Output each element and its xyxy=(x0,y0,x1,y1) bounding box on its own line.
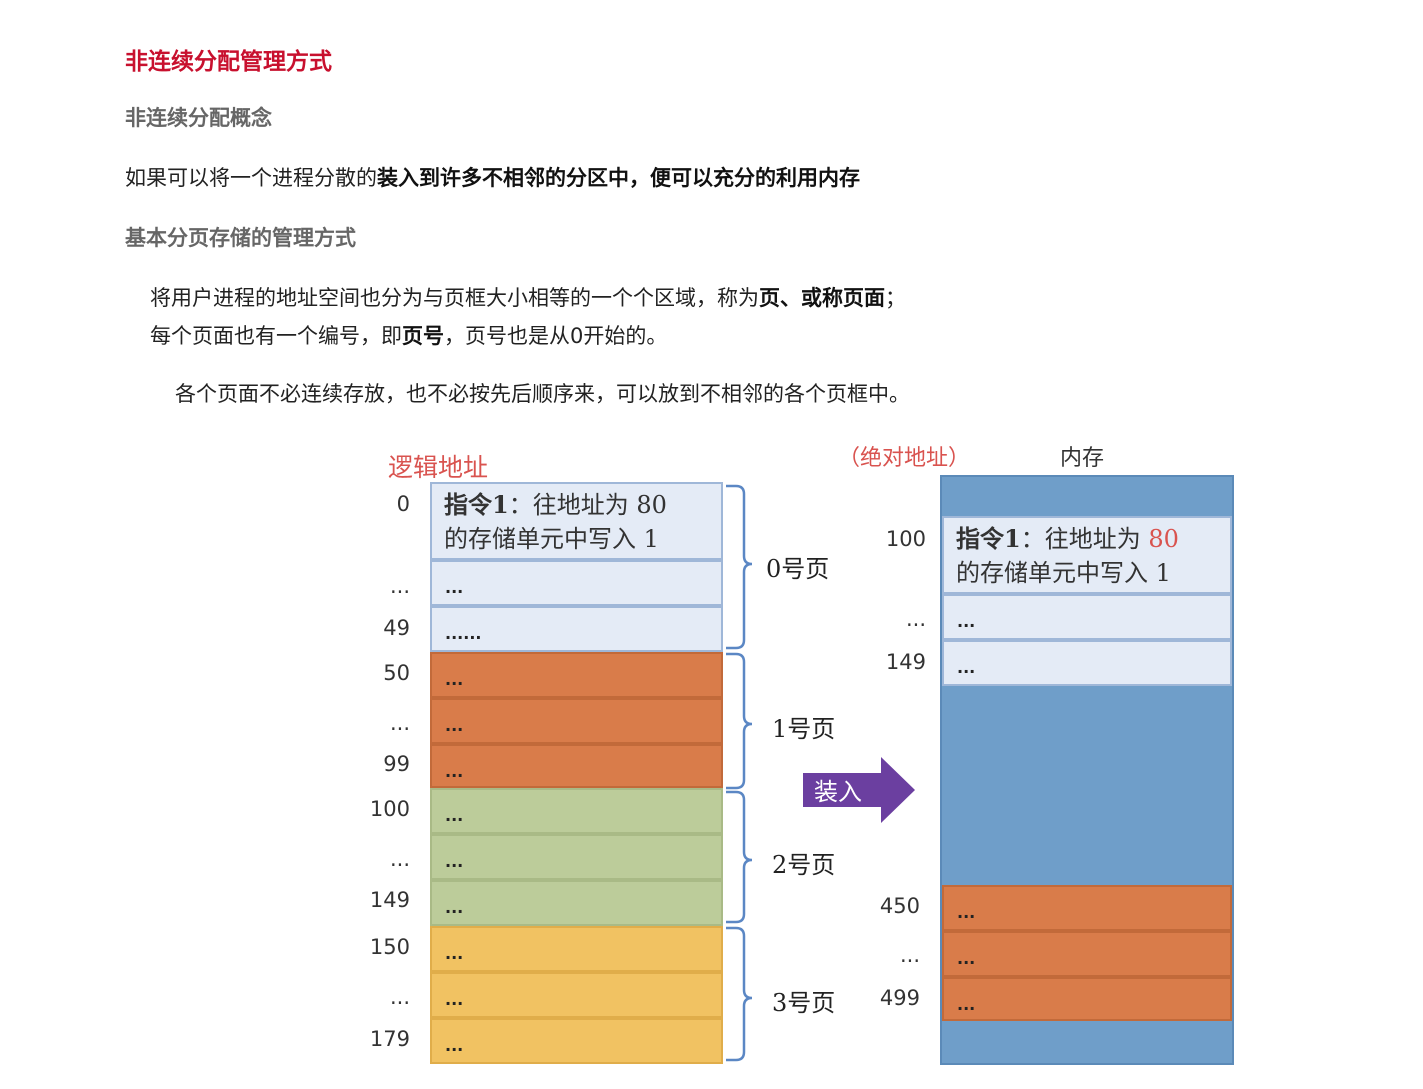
memory-instruction-cell: 指令1：往地址为 80 的存储单元中写入 1 xyxy=(942,516,1232,594)
memory-cell: ... xyxy=(942,594,1232,640)
page-label: 2号页 xyxy=(772,851,836,879)
logical-address: 100 xyxy=(369,797,410,821)
brace-page-3 xyxy=(726,926,753,1062)
load-arrow xyxy=(803,757,915,823)
logical-address-label: 逻辑地址 xyxy=(388,453,489,482)
memory-cell: ... xyxy=(942,885,1232,931)
instr-bold: 指令1 xyxy=(444,490,509,519)
brace-page-0 xyxy=(726,484,753,650)
logical-cell: ... xyxy=(430,698,723,744)
memory-address: ... xyxy=(899,943,920,967)
memory-cell: ... xyxy=(942,931,1232,977)
page-title: 非连续分配管理方式 xyxy=(125,49,332,75)
logical-address: ... xyxy=(389,574,410,598)
brace-page-1 xyxy=(726,652,753,790)
page-label: 1号页 xyxy=(772,715,836,743)
page-braces xyxy=(726,484,753,1062)
instruction-cell: 指令1：往地址为 80 的存储单元中写入 1 xyxy=(430,482,723,560)
logical-cell: ... xyxy=(430,652,723,698)
logical-address: 0 xyxy=(396,492,410,516)
instr-line2: 的存储单元中写入 1 xyxy=(444,525,659,553)
logical-address: 179 xyxy=(369,1027,410,1051)
logical-address: ... xyxy=(389,711,410,735)
logical-address: ... xyxy=(389,985,410,1009)
logical-cell: ... xyxy=(430,788,723,834)
paging-line-3: 各个页面不必连续存放，也不必按先后顺序来，可以放到不相邻的各个页框中。 xyxy=(175,382,910,406)
memory-address: ... xyxy=(905,607,926,631)
paging-line-1: 将用户进程的地址空间也分为与页框大小相等的一个个区域，称为页、或称页面； xyxy=(150,286,906,310)
logical-cell: ... xyxy=(430,560,723,606)
memory-address: 450 xyxy=(879,894,920,918)
logical-cell: ... xyxy=(430,1018,723,1064)
logical-cell: ... xyxy=(430,744,723,788)
logical-address: 49 xyxy=(383,616,410,640)
logical-address: 150 xyxy=(369,935,410,959)
memory-cell: ... xyxy=(942,640,1232,686)
memory-address: 499 xyxy=(879,986,920,1010)
brace-page-2 xyxy=(726,790,753,924)
memory-address: 100 xyxy=(885,527,926,551)
logical-address: 99 xyxy=(383,752,410,776)
memory-cell: ... xyxy=(942,977,1232,1021)
section-heading-paging: 基本分页存储的管理方式 xyxy=(125,226,356,250)
logical-cell: ... xyxy=(430,972,723,1018)
page-label: 3号页 xyxy=(772,989,836,1017)
logical-cell: ...... xyxy=(430,606,723,652)
section-heading-concept: 非连续分配概念 xyxy=(125,106,272,130)
memory-label: 内存 xyxy=(1060,446,1105,471)
logical-address: 149 xyxy=(369,888,410,912)
concept-paragraph: 如果可以将一个进程分散的装入到许多不相邻的分区中，便可以充分的利用内存 xyxy=(125,166,860,190)
page-label: 0号页 xyxy=(766,555,830,583)
logical-cell: ... xyxy=(430,880,723,926)
memory-address: 149 xyxy=(885,650,926,674)
logical-address: ... xyxy=(389,847,410,871)
logical-cell: ... xyxy=(430,926,723,972)
logical-cell: ... xyxy=(430,834,723,880)
logical-address: 50 xyxy=(383,661,410,685)
paging-line-2: 每个页面也有一个编号，即页号，页号也是从0开始的。 xyxy=(150,324,668,348)
load-label: 装入 xyxy=(814,778,862,806)
absolute-address-label: （绝对地址） xyxy=(838,446,971,471)
